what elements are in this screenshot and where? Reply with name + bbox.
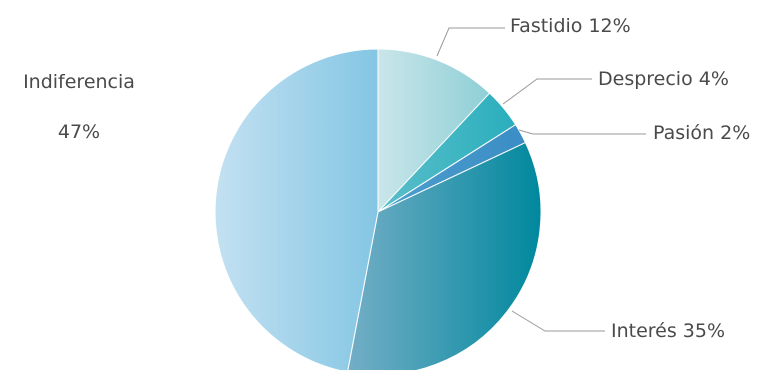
- leader-line-pasion: [518, 129, 646, 135]
- pie-slice-interes: [347, 141, 542, 370]
- leader-line-fastidio: [436, 27, 505, 57]
- leader-line-interes: [511, 310, 605, 332]
- leader-lines-layer: [436, 27, 646, 332]
- leader-line-desprecio: [502, 78, 592, 105]
- slice-label-indiferencia: Indiferencia 47%: [23, 71, 135, 143]
- pie-slice-fastidio: [377, 48, 491, 214]
- slice-label-desprecio: Desprecio 4%: [598, 68, 729, 90]
- slices-layer: [214, 48, 542, 370]
- slice-label-pasion: Pasión 2%: [653, 122, 750, 144]
- pie-slice-indiferencia: [214, 48, 379, 370]
- slice-label-interes: Interés 35%: [611, 320, 725, 342]
- labels-layer: Fastidio 12% Desprecio 4% Pasión 2% Interés…: [23, 15, 750, 342]
- slice-label-fastidio: Fastidio 12%: [510, 15, 631, 37]
